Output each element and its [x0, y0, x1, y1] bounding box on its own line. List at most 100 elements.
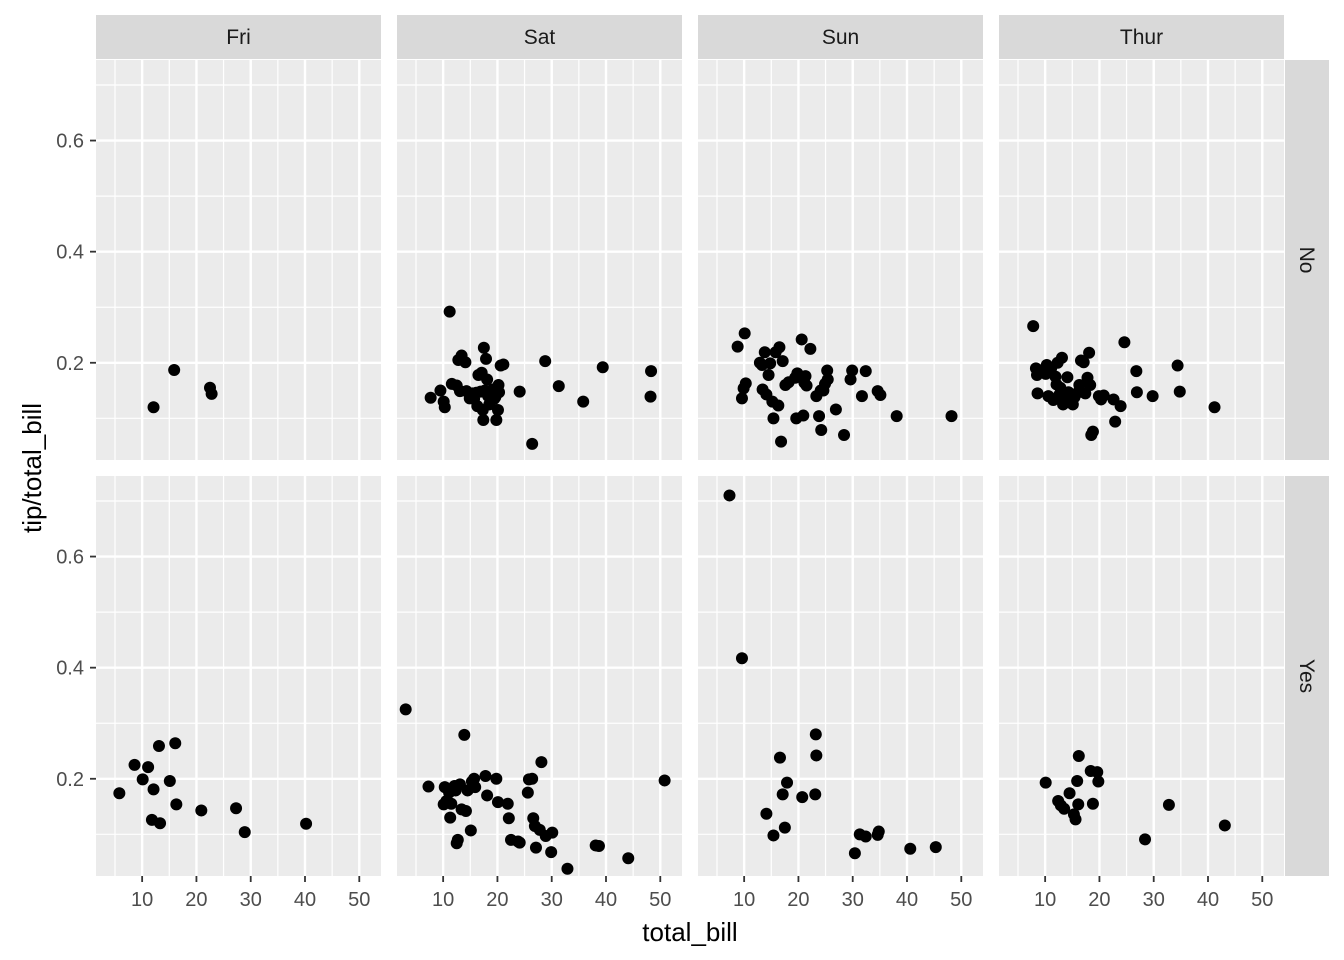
data-point: [1058, 802, 1071, 815]
data-point: [738, 327, 751, 340]
data-point: [147, 783, 160, 796]
data-point: [445, 797, 458, 810]
data-point: [513, 385, 526, 398]
data-point: [469, 781, 482, 794]
data-point: [1146, 390, 1159, 403]
strip-fri: [96, 15, 381, 59]
data-point: [170, 798, 183, 811]
data-point: [1171, 359, 1184, 372]
strip-label-sat: Sat: [524, 26, 556, 49]
data-point: [521, 786, 534, 799]
data-point: [481, 373, 494, 386]
x-tick-label: 30: [240, 889, 262, 911]
data-point: [502, 812, 515, 825]
data-point: [767, 829, 780, 842]
x-tick-label: 20: [787, 889, 809, 911]
data-point: [758, 346, 771, 359]
data-point: [1218, 819, 1231, 832]
data-point: [1071, 775, 1084, 787]
strip-no: [1285, 60, 1329, 460]
data-point: [658, 774, 671, 787]
data-point: [795, 333, 808, 346]
x-tick-label: 40: [896, 889, 918, 911]
data-point: [490, 772, 503, 785]
data-point: [238, 826, 251, 839]
data-point: [644, 390, 657, 403]
panel-background: [999, 476, 1284, 876]
data-point: [1031, 387, 1044, 400]
data-point: [796, 791, 809, 804]
facet-panel-sat-yes: [397, 476, 682, 876]
data-point: [739, 377, 752, 390]
x-tick-label: 20: [185, 889, 207, 911]
data-point: [800, 379, 813, 392]
data-point: [128, 758, 141, 771]
x-tick-label: 50: [348, 889, 370, 911]
facet-panels: [96, 60, 1284, 876]
data-point: [1084, 379, 1097, 391]
data-point: [147, 401, 160, 414]
data-point: [545, 846, 558, 859]
data-point: [1086, 425, 1099, 438]
data-point: [813, 410, 826, 423]
data-point: [113, 787, 126, 800]
data-point: [546, 826, 559, 839]
data-point: [859, 830, 872, 843]
panel-background: [397, 476, 682, 876]
data-point: [772, 399, 785, 412]
data-point: [577, 395, 590, 408]
data-point: [168, 364, 181, 376]
data-point: [163, 775, 176, 787]
data-point: [846, 364, 859, 377]
data-point: [760, 807, 773, 820]
data-point: [764, 357, 777, 370]
data-point: [1072, 798, 1085, 811]
x-tick-label: 50: [1251, 889, 1273, 911]
panel-background: [698, 476, 983, 876]
data-point: [491, 404, 504, 416]
data-point: [513, 836, 526, 849]
data-point: [451, 833, 464, 846]
data-point: [767, 412, 780, 425]
data-point: [1139, 833, 1152, 846]
data-point: [904, 842, 917, 855]
data-point: [300, 817, 313, 830]
x-tick-label: 10: [1034, 889, 1056, 911]
data-point: [773, 751, 786, 764]
x-tick-label: 40: [294, 889, 316, 911]
data-point: [809, 728, 822, 741]
y-tick-label: 0.2: [56, 769, 84, 791]
data-point: [762, 369, 775, 381]
data-point: [735, 652, 748, 665]
data-point: [422, 780, 435, 793]
data-point: [152, 740, 165, 752]
data-point: [477, 414, 490, 426]
data-point: [539, 355, 552, 368]
facet-panel-fri-no: [96, 60, 381, 460]
data-point: [1173, 385, 1186, 398]
x-tick-label: 30: [842, 889, 864, 911]
data-point: [477, 341, 490, 354]
y-tick-label: 0.4: [56, 658, 84, 680]
data-point: [929, 841, 942, 854]
x-tick-label: 10: [432, 889, 454, 911]
y-tick-label: 0.2: [56, 353, 84, 375]
data-point: [799, 370, 812, 383]
data-point: [838, 429, 851, 441]
data-point: [142, 761, 155, 774]
data-point: [781, 776, 794, 789]
data-point: [490, 414, 503, 426]
strip-sat: [397, 15, 682, 59]
x-tick-label: 10: [733, 889, 755, 911]
data-point: [1130, 386, 1143, 399]
data-point: [809, 788, 822, 801]
data-point: [592, 840, 605, 852]
strip-label-sun: Sun: [822, 26, 859, 49]
data-point: [154, 817, 167, 830]
x-tick-label: 30: [541, 889, 563, 911]
data-point: [810, 749, 823, 762]
facet-panel-thur-yes: [999, 476, 1284, 876]
data-point: [645, 365, 658, 378]
data-point: [1130, 365, 1143, 378]
data-point: [458, 728, 471, 741]
